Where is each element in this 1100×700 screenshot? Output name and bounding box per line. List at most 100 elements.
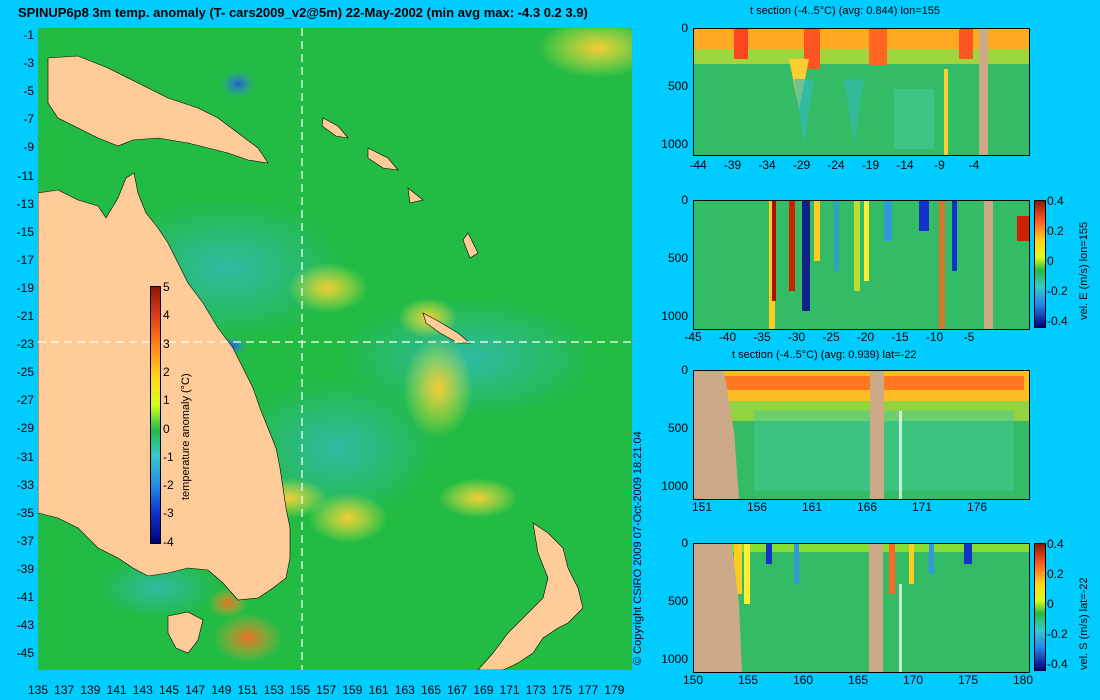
lat-tick: -5	[23, 84, 34, 99]
lon-tick: 151	[237, 683, 258, 697]
panel-4-xtick: 150	[682, 673, 704, 687]
lon-tick: 147	[185, 683, 206, 697]
panel-1-ytick: 1000	[661, 137, 688, 151]
panel-3-section	[693, 370, 1030, 500]
lon-tick: 149	[211, 683, 232, 697]
panel-3-xtick: 166	[856, 500, 878, 514]
lat-tick: -41	[16, 590, 34, 604]
new-caledonia-landmass	[422, 312, 471, 344]
panel-1-xtick: -34	[758, 158, 776, 172]
panel-1-xtick: -9	[934, 158, 945, 172]
lat-tick: -33	[16, 477, 34, 492]
panel-4-colorbar-tick: 0.4	[1047, 537, 1064, 551]
lon-tick: 137	[54, 683, 75, 697]
panel-2-xtick: -30	[787, 330, 806, 344]
panel-1-section	[693, 28, 1030, 156]
lat-tick: -39	[16, 561, 34, 576]
panel-4-xtick: 165	[847, 673, 869, 687]
australia-landmass	[38, 172, 291, 601]
panel-2-xtick: -45	[684, 330, 702, 344]
lon-tick: 179	[604, 683, 625, 697]
figure-title: SPINUP6p8 3m temp. anomaly (T- cars2009_…	[18, 5, 588, 20]
map-canvas	[38, 28, 632, 670]
panel-1-xtick: -14	[896, 158, 914, 172]
lat-tick: -43	[16, 618, 34, 633]
panel-2-xtick: -35	[753, 330, 771, 344]
panel-4-ytick: 500	[667, 594, 688, 608]
panel-2-colorbar-tick: 0	[1047, 254, 1054, 268]
panel-2-velocity-east	[693, 200, 1030, 330]
map-colorbar-tick: 2	[163, 364, 170, 379]
lon-tick: 171	[499, 683, 520, 697]
panel-4-colorbar-tick: -0.2	[1047, 627, 1068, 641]
lat-tick: -45	[16, 646, 34, 661]
panel-4-ytick: 0	[681, 536, 688, 550]
panel-3-ytick: 1000	[661, 479, 688, 493]
lon-tick: 135	[27, 683, 49, 697]
panel-4-velocity-south	[693, 543, 1030, 673]
map-colorbar	[150, 286, 161, 544]
panel-4-xtick: 160	[792, 673, 814, 687]
panel-1-title: t section (-4..5°C) (avg: 0.844) lon=155	[750, 5, 940, 17]
map-colorbar-tick: 4	[163, 308, 170, 323]
map-colorbar-tick: -2	[163, 478, 174, 493]
lat-tick: -15	[16, 224, 34, 239]
panel-2-colorbar-tick: -0.2	[1047, 284, 1068, 298]
panel-4-xtick: 180	[1012, 673, 1034, 687]
lon-tick: 159	[342, 683, 363, 697]
lat-tick: -37	[16, 533, 34, 548]
panel-2-xtick: -25	[822, 330, 840, 344]
lat-tick: -9	[23, 140, 34, 155]
panel-3-xtick: 161	[801, 500, 823, 514]
panel-2-xtick: -40	[718, 330, 737, 344]
panel-2-ytick: 0	[681, 193, 688, 207]
panel-2-xtick: -20	[856, 330, 875, 344]
lon-tick: 141	[106, 683, 127, 697]
lat-tick: -1	[23, 28, 34, 42]
lat-tick: -35	[16, 505, 34, 520]
lat-tick: -17	[16, 252, 34, 267]
lon-tick: 157	[316, 683, 337, 697]
panel-1-ytick: 0	[681, 21, 688, 35]
panel-4-ytick: 1000	[661, 652, 688, 666]
panel-4-xtick: 175	[957, 673, 979, 687]
map-colorbar-tick: 5	[163, 280, 170, 294]
lat-tick: -23	[16, 337, 34, 352]
panel-3-xtick: 156	[746, 500, 768, 514]
new-guinea-landmass	[47, 55, 269, 164]
lat-tick: -21	[16, 309, 34, 323]
panel-3-xtick: 176	[966, 500, 988, 514]
panel-4-colorbar-tick: 0	[1047, 597, 1054, 611]
panel-2-ytick: 1000	[661, 309, 688, 323]
lat-tick: -13	[16, 196, 34, 211]
panel-2-colorbar	[1034, 200, 1046, 328]
lon-tick: 165	[420, 683, 442, 697]
panel-3-title: t section (-4..5°C) (avg: 0.939) lat=-22	[732, 349, 917, 361]
panel-2-colorbar-tick: 0.4	[1047, 194, 1064, 208]
lon-tick: 169	[473, 683, 494, 697]
panel-4-xtick: 155	[737, 673, 759, 687]
panel-1-xtick: -44	[689, 158, 707, 172]
lon-tick: 167	[447, 683, 468, 697]
lon-tick: 173	[525, 683, 546, 697]
panel-4-colorbar-label: vel. S (m/s) lat=-22	[1078, 577, 1090, 670]
panel-2-ytick: 500	[667, 251, 688, 265]
panel-3-ytick: 500	[667, 421, 688, 435]
lat-tick: -29	[16, 421, 34, 436]
lat-tick: -27	[16, 393, 34, 408]
panel-2-xtick: -10	[925, 330, 944, 344]
lat-tick: -31	[16, 449, 34, 464]
map-colorbar-tick: -4	[163, 534, 174, 549]
map-colorbar-tick: -1	[163, 449, 174, 464]
panel-1-xtick: -29	[792, 158, 811, 172]
panel-3-xtick: 151	[691, 500, 713, 514]
lat-tick: -7	[23, 112, 34, 127]
lon-tick: 153	[263, 683, 284, 697]
lat-tick: -25	[16, 365, 34, 380]
map-colorbar-tick: 3	[163, 336, 170, 351]
panel-2-xtick: -5	[963, 330, 975, 344]
panel-3-xtick: 171	[911, 500, 933, 514]
map-colorbar-label: temperature anomaly (°C)	[180, 373, 192, 500]
lon-tick: 145	[158, 683, 180, 697]
panel-4-colorbar-tick: 0.2	[1047, 567, 1064, 581]
